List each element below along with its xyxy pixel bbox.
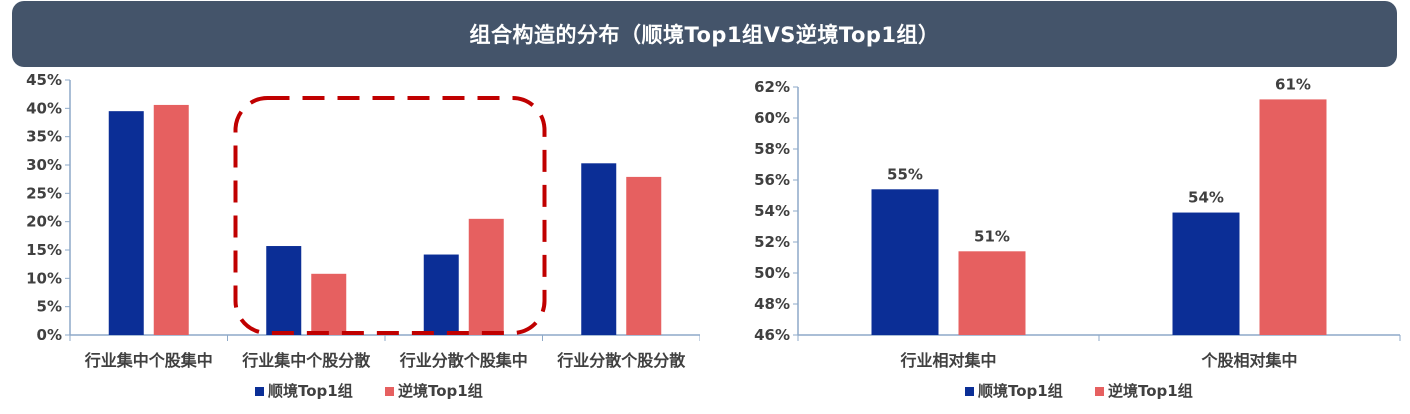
y-tick-label: 30% bbox=[26, 156, 62, 174]
bar bbox=[1172, 212, 1240, 335]
y-tick-label: 0% bbox=[37, 326, 62, 344]
y-tick-label: 60% bbox=[754, 109, 790, 127]
y-tick-label: 46% bbox=[754, 326, 790, 344]
bar bbox=[581, 163, 617, 335]
y-tick-label: 10% bbox=[26, 269, 62, 287]
bar bbox=[266, 246, 302, 335]
bar bbox=[423, 254, 459, 335]
bar bbox=[871, 189, 939, 335]
bar bbox=[626, 176, 662, 335]
x-category-label: 行业分散个股集中 bbox=[399, 351, 528, 370]
bar bbox=[468, 218, 504, 335]
y-tick-label: 62% bbox=[754, 78, 790, 96]
data-label: 55% bbox=[887, 165, 923, 183]
y-tick-label: 48% bbox=[754, 295, 790, 313]
y-tick-label: 56% bbox=[754, 171, 790, 189]
x-category-label: 行业集中个股集中 bbox=[84, 351, 213, 370]
y-tick-label: 20% bbox=[26, 213, 62, 231]
y-tick-label: 45% bbox=[26, 71, 62, 89]
legend-label: 顺境Top1组 bbox=[268, 382, 353, 400]
bar bbox=[108, 111, 144, 336]
legend-label: 逆境Top1组 bbox=[1108, 382, 1193, 400]
chart-title-banner: 组合构造的分布（顺境Top1组VS逆境Top1组） bbox=[12, 1, 1397, 67]
bar bbox=[311, 273, 347, 335]
bar bbox=[153, 104, 189, 335]
x-category-label: 个股相对集中 bbox=[1200, 351, 1297, 370]
y-tick-label: 5% bbox=[37, 298, 62, 316]
x-category-label: 行业分散个股分散 bbox=[556, 351, 686, 370]
data-label: 54% bbox=[1188, 189, 1224, 207]
y-tick-label: 52% bbox=[754, 233, 790, 251]
data-label: 51% bbox=[974, 227, 1010, 245]
y-tick-label: 15% bbox=[26, 241, 62, 259]
highlight-box bbox=[233, 96, 547, 335]
y-tick-label: 54% bbox=[754, 202, 790, 220]
y-tick-label: 25% bbox=[26, 184, 62, 202]
x-category-label: 行业相对集中 bbox=[899, 351, 996, 370]
data-label: 61% bbox=[1275, 75, 1311, 93]
y-tick-label: 40% bbox=[26, 99, 62, 117]
chart-title: 组合构造的分布（顺境Top1组VS逆境Top1组） bbox=[469, 23, 940, 47]
legend-swatch bbox=[385, 387, 394, 396]
legend-swatch bbox=[255, 387, 264, 396]
legend-swatch bbox=[1095, 387, 1104, 396]
legend-label: 逆境Top1组 bbox=[398, 382, 483, 400]
chart-structure-distribution: 0% 5% 10% 15% 20% 25% 30% 35% 40% 45% 行业集中个股集中 行业集中… bbox=[26, 71, 700, 400]
y-tick-label: 58% bbox=[754, 140, 790, 158]
y-tick-label: 35% bbox=[26, 128, 62, 146]
y-tick-label: 50% bbox=[754, 264, 790, 282]
chart-relative-concentration: 46% 48% 50% 52% 54% 56% 58% 60% 62% 行业相对集中 55% 51% 个… bbox=[754, 75, 1401, 400]
bar bbox=[1259, 99, 1327, 336]
legend-label: 顺境Top1组 bbox=[978, 382, 1063, 400]
x-category-label: 行业集中个股分散 bbox=[241, 351, 371, 370]
bar bbox=[958, 251, 1026, 335]
legend-swatch bbox=[965, 387, 974, 396]
